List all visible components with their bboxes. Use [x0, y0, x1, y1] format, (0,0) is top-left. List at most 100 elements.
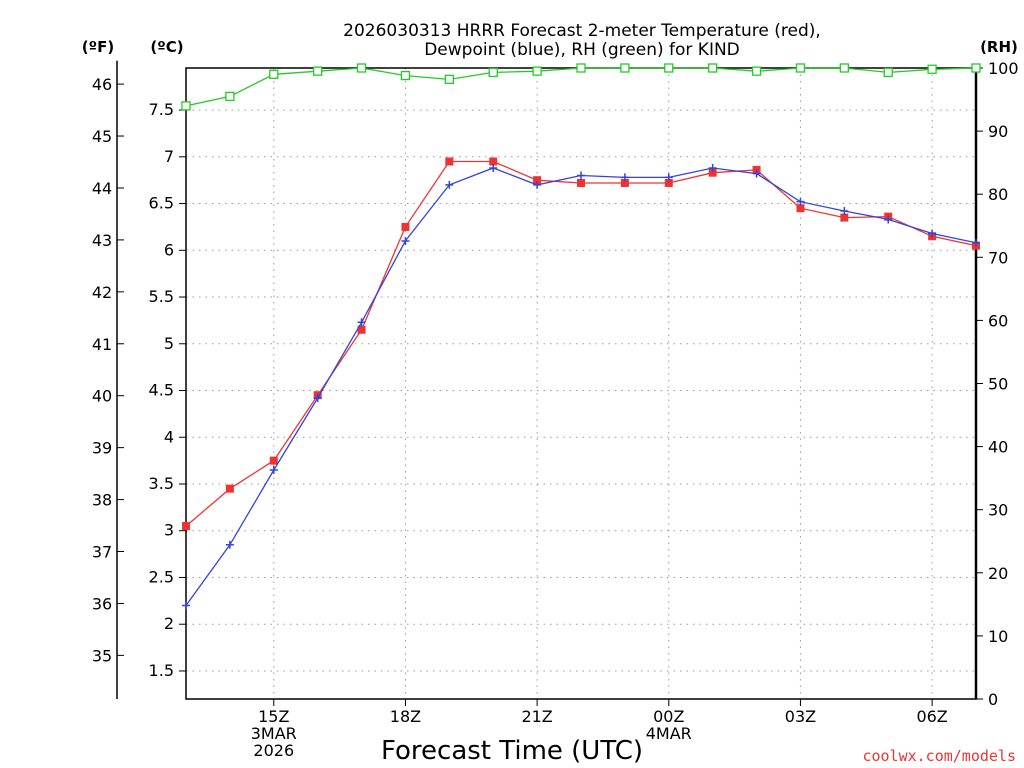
dewpoint-point: [357, 318, 366, 327]
credit-text[interactable]: coolwx.com/models: [862, 747, 1016, 765]
rh-tick-label: 80: [988, 185, 1008, 204]
rh-tick-label: 100: [988, 59, 1019, 78]
x-tick-label: 06Z: [916, 707, 947, 726]
x-tick-label: 4MAR: [646, 724, 692, 743]
dewpoint-point: [533, 180, 542, 189]
celsius-tick-label: 3: [164, 521, 174, 540]
celsius-tick-label: 6: [164, 240, 174, 259]
rh-point: [269, 69, 279, 79]
x-axis-label: Forecast Time (UTC): [381, 736, 643, 766]
dewpoint-point: [664, 173, 673, 182]
temperature-point: [796, 204, 805, 213]
rh-point: [927, 64, 937, 74]
temperature-point: [533, 176, 542, 185]
rh-point: [532, 66, 542, 76]
series-dewpoint: [182, 164, 980, 610]
chart-title-line2: Dewpoint (blue), RH (green) for KIND: [424, 40, 740, 60]
x-tick-label: 03Z: [785, 707, 816, 726]
celsius-tick-label: 5.5: [149, 287, 174, 306]
celsius-tick-label: 1.5: [149, 661, 174, 680]
rh-point: [751, 66, 762, 76]
rh-point: [971, 63, 981, 73]
dewpoint-point: [313, 393, 322, 402]
celsius-unit-label: (ºC): [150, 38, 183, 56]
rh-tick-label: 20: [988, 564, 1008, 583]
celsius-tick-label: 3.5: [149, 474, 174, 493]
series-temperature: [182, 157, 980, 531]
temperature-point: [182, 522, 190, 531]
celsius-tick-label: 4.5: [149, 381, 174, 400]
dewpoint-point: [752, 169, 761, 178]
temperature-point: [620, 178, 629, 187]
rh-tick-label: 30: [988, 501, 1008, 520]
dewpoint-point: [928, 229, 937, 238]
fahrenheit-tick-label: 42: [92, 283, 112, 302]
series-rh: [181, 63, 981, 111]
temperature-point: [445, 157, 454, 166]
temperature-point: [489, 157, 498, 166]
x-tick-label: 00Z: [653, 707, 684, 726]
fahrenheit-tick-label: 44: [92, 179, 112, 198]
fahrenheit-tick-label: 40: [92, 387, 112, 406]
x-tick-label: 18Z: [390, 707, 421, 726]
rh-point: [225, 91, 235, 102]
rh-tick-label: 0: [988, 690, 998, 709]
dewpoint-point: [884, 215, 893, 224]
fahrenheit-tick-label: 43: [92, 231, 112, 250]
dewpoint-point: [577, 171, 585, 180]
rh-tick-label: 50: [988, 375, 1008, 394]
fahrenheit-tick-label: 36: [92, 594, 112, 613]
celsius-tick-label: 6.5: [149, 194, 174, 213]
x-tick-label: 3MAR: [251, 724, 297, 743]
dewpoint-point: [182, 601, 190, 610]
temperature-point: [840, 213, 849, 222]
temperature-point: [357, 325, 366, 334]
fahrenheit-tick-label: 41: [92, 335, 112, 354]
temperature-point: [708, 168, 717, 177]
fahrenheit-unit-label: (ºF): [82, 38, 114, 56]
celsius-tick-label: 2.5: [149, 567, 174, 586]
x-tick-label: 21Z: [521, 707, 552, 726]
rh-point: [664, 63, 674, 73]
fahrenheit-tick-label: 45: [92, 127, 112, 146]
tick-labels: 1.5 2 2.5 3 3.5 4 4.5 5 5.5 6 6.5 7 7.5 35 36 37 38 39 40 4…: [92, 59, 1019, 760]
temperature-point: [269, 456, 278, 465]
dewpoint-point: [401, 236, 410, 245]
rh-point: [444, 74, 454, 85]
rh-point: [620, 63, 630, 73]
dewpoint-point: [489, 164, 498, 173]
rh-point: [313, 66, 323, 76]
rh-tick-label: 40: [988, 438, 1008, 457]
rh-point: [883, 67, 893, 78]
celsius-tick-label: 7: [164, 147, 174, 166]
celsius-tick-label: 7.5: [149, 100, 174, 119]
temperature-point: [401, 222, 410, 231]
celsius-tick-label: 4: [164, 427, 174, 446]
rh-point: [400, 70, 411, 81]
dewpoint-point: [840, 207, 849, 216]
dewpoint-point: [708, 164, 717, 173]
rh-point: [795, 63, 806, 73]
fahrenheit-tick-label: 37: [92, 543, 112, 562]
grid-lines: [186, 68, 976, 699]
rh-point: [356, 63, 367, 73]
chart-title-line1: 2026030313 HRRR Forecast 2-meter Tempera…: [343, 21, 821, 41]
celsius-tick-label: 2: [164, 614, 174, 633]
dewpoint-point: [796, 197, 805, 206]
rh-line: [185, 67, 977, 107]
temperature-point: [664, 178, 673, 187]
fahrenheit-tick-label: 39: [92, 439, 112, 458]
dewpoint-point: [269, 465, 278, 474]
dewpoint-point: [972, 238, 980, 247]
rh-tick-label: 60: [988, 311, 1008, 330]
rh-tick-label: 70: [988, 248, 1008, 267]
rh-point: [488, 67, 498, 78]
rh-tick-label: 10: [988, 627, 1008, 646]
fahrenheit-tick-label: 35: [92, 646, 112, 665]
dewpoint-point: [620, 173, 629, 182]
rh-point: [576, 63, 586, 73]
rh-unit-label: (RH): [980, 38, 1018, 56]
dewpoint-point: [445, 180, 454, 189]
plot-frame: [185, 67, 977, 700]
